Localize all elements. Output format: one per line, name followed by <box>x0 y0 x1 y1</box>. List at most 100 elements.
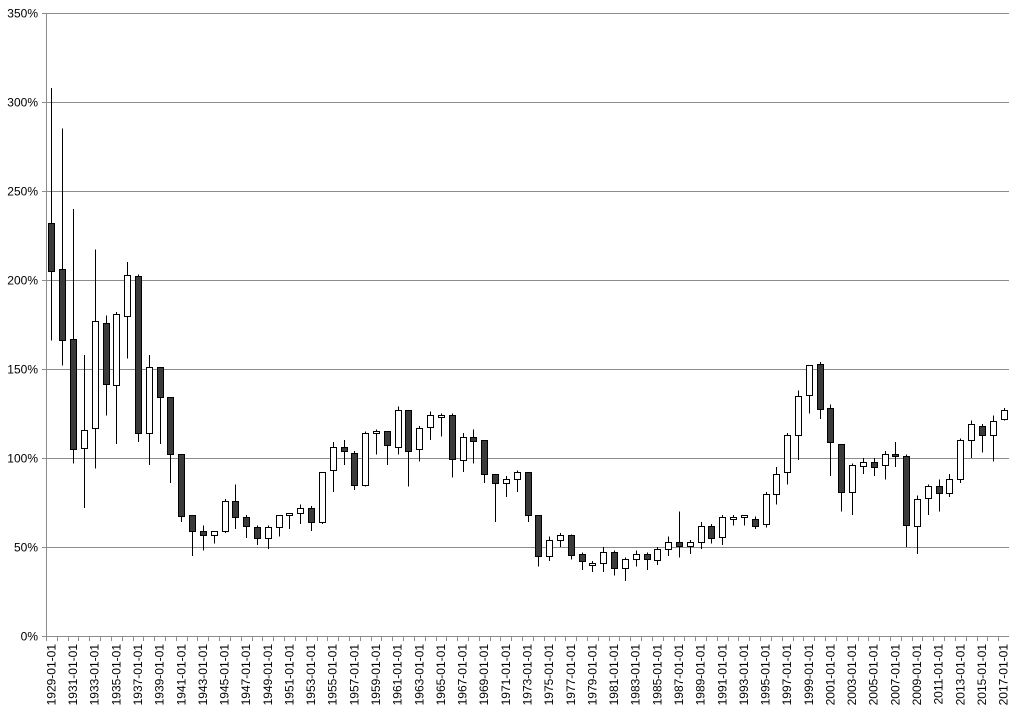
candle <box>81 354 88 508</box>
candle-body-down <box>676 542 683 547</box>
candle-body-up <box>784 435 791 473</box>
candle <box>827 404 834 476</box>
candle <box>546 536 553 562</box>
candle-body-down <box>892 454 899 457</box>
candle <box>990 415 997 462</box>
x-tick-label: 1949-01-01 <box>261 644 275 706</box>
candle-body-up <box>730 517 737 520</box>
x-tick-label: 1981-01-01 <box>607 644 621 706</box>
candle <box>470 429 477 464</box>
candle-body-down <box>525 472 532 516</box>
candle <box>243 514 250 539</box>
x-tick-label: 1947-01-01 <box>239 644 253 706</box>
candle-body-up <box>286 513 293 516</box>
x-tick-label: 1963-01-01 <box>412 644 426 706</box>
candle-body-up <box>600 552 607 564</box>
x-tick-label: 2015-01-01 <box>975 644 989 706</box>
x-tick-label: 1985-01-01 <box>650 644 664 706</box>
candle <box>59 128 66 366</box>
candle <box>752 516 759 530</box>
candle <box>286 513 293 530</box>
candle <box>384 431 391 466</box>
candle-body-up <box>113 314 120 386</box>
candle <box>492 474 499 523</box>
candle-body-down <box>449 415 456 460</box>
candle <box>654 547 661 565</box>
candle <box>92 249 99 469</box>
candle <box>687 539 694 555</box>
candle-body-up <box>503 479 510 484</box>
candle <box>860 458 867 475</box>
x-tick-label: 1935-01-01 <box>109 644 123 706</box>
candle <box>600 547 607 572</box>
y-tick-label: 350% <box>7 7 38 21</box>
x-tick-label: 1965-01-01 <box>434 644 448 706</box>
candle-body-down <box>708 526 715 539</box>
candle-body-up <box>1001 410 1008 420</box>
candle-body-down <box>903 456 910 526</box>
candle <box>882 450 889 480</box>
candle-body-up <box>319 472 326 523</box>
candle <box>189 514 196 556</box>
candle <box>200 525 207 551</box>
candle-body-up <box>763 494 770 525</box>
candle <box>568 534 575 560</box>
candle-body-down <box>838 444 845 493</box>
candle-body-down <box>579 554 586 562</box>
candle <box>70 208 77 464</box>
candle <box>925 484 932 515</box>
candle <box>806 365 813 414</box>
candle <box>297 504 304 524</box>
candle-body-up <box>514 472 521 480</box>
x-tick-label: 1937-01-01 <box>131 644 145 706</box>
candle-body-up <box>395 410 402 448</box>
candle <box>427 411 434 441</box>
candle <box>579 552 586 571</box>
candle <box>957 438 964 483</box>
x-tick-label: 1971-01-01 <box>499 644 513 706</box>
candle-body-down <box>59 269 66 341</box>
x-tick-label: 1941-01-01 <box>174 644 188 706</box>
candle-body-down <box>871 462 878 468</box>
candle-body-up <box>276 515 283 528</box>
candle <box>525 472 532 523</box>
candle <box>222 498 229 533</box>
x-tick-label: 1973-01-01 <box>521 644 535 706</box>
y-tick-label: 300% <box>7 96 38 110</box>
candle-body-down <box>644 554 651 560</box>
x-tick-label: 1997-01-01 <box>780 644 794 706</box>
x-tick-label: 1987-01-01 <box>672 644 686 706</box>
candle <box>557 532 564 547</box>
x-tick-label: 2011-01-01 <box>932 644 946 705</box>
candle-body-down <box>178 454 185 517</box>
candle-body-up <box>92 321 99 429</box>
candle <box>103 315 110 416</box>
candle <box>308 506 315 531</box>
candle-body-up <box>773 474 780 495</box>
candle-body-down <box>70 339 77 450</box>
candle <box>373 429 380 455</box>
candles <box>48 87 1008 581</box>
candle <box>838 443 845 512</box>
x-tick-label: 1977-01-01 <box>564 644 578 706</box>
candle-body-down <box>568 535 575 556</box>
y-tick-label: 50% <box>14 541 38 555</box>
x-tick-label: 1969-01-01 <box>477 644 491 706</box>
candle <box>589 561 596 572</box>
candle-body-up <box>416 428 423 450</box>
candle-body-down <box>535 515 542 557</box>
candle-body-up <box>957 440 964 480</box>
candle-body-up <box>806 365 813 396</box>
candle <box>351 450 358 491</box>
candle <box>914 495 921 555</box>
candle-body-down <box>492 474 499 484</box>
candle <box>48 87 55 341</box>
candle <box>849 463 856 515</box>
candle-body-up <box>297 508 304 514</box>
candle-body-up <box>124 275 131 317</box>
candle <box>503 475 510 498</box>
candle <box>135 274 142 442</box>
candle <box>330 441 337 492</box>
x-tick-label: 1989-01-01 <box>694 644 708 706</box>
candle-body-up <box>914 499 921 527</box>
